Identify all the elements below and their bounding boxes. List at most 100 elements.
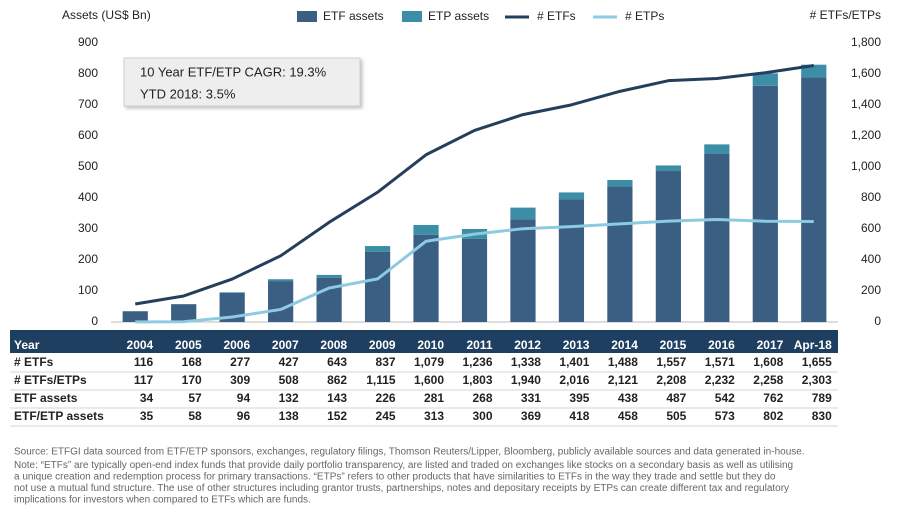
- table-cell: 762: [763, 391, 783, 405]
- bar: [268, 281, 294, 322]
- legend-swatch: [297, 11, 317, 22]
- x-tick-label: Apr-18: [794, 338, 832, 352]
- table-cell: 1,600: [414, 373, 444, 387]
- table-cell: 143: [327, 391, 347, 405]
- bar: [752, 85, 778, 322]
- y2-tick-label: 800: [861, 190, 881, 204]
- x-tick-label: 2016: [708, 338, 735, 352]
- line: [134, 63, 814, 306]
- table-cell: 309: [230, 373, 250, 387]
- x-tick-label: 2017: [757, 338, 784, 352]
- table-cell: 138: [279, 409, 299, 423]
- x-tick-label: 2014: [611, 338, 638, 352]
- line: [135, 218, 814, 324]
- bar: [364, 246, 391, 252]
- bar: [801, 77, 827, 322]
- table-cell: 226: [376, 391, 396, 405]
- table-cell: 34: [140, 391, 154, 405]
- bar: [704, 144, 730, 154]
- x-tick-label: 2013: [563, 338, 590, 352]
- bar: [461, 238, 488, 322]
- footnote: Source: ETFGI data sourced from ETF/ETP …: [14, 447, 805, 458]
- table-cell: 1,338: [511, 355, 541, 369]
- table-cell: 458: [618, 409, 638, 423]
- table-cell: 802: [763, 409, 783, 423]
- table-cell: 277: [230, 355, 250, 369]
- table-cell: 152: [327, 409, 347, 423]
- table-cell: 837: [376, 355, 396, 369]
- table-cell: 830: [812, 409, 832, 423]
- bar: [316, 274, 342, 278]
- legend-label: # ETPs: [625, 9, 664, 23]
- row-label: ETF/ETP assets: [14, 409, 104, 423]
- y2-axis-title: # ETFs/ETPs: [810, 8, 881, 22]
- y-tick-label: 400: [78, 190, 98, 204]
- table-cell: 1,571: [705, 355, 735, 369]
- bar: [607, 186, 633, 322]
- y2-tick-label: 1,600: [851, 66, 881, 80]
- y-tick-label: 900: [78, 35, 98, 49]
- x-tick-label: 2009: [369, 338, 396, 352]
- table-cell: 281: [424, 391, 444, 405]
- x-tick-label: 2007: [272, 338, 299, 352]
- y-tick-label: 100: [78, 283, 98, 297]
- bar: [171, 304, 197, 322]
- bar: [558, 199, 585, 322]
- table-cell: 1,236: [462, 355, 492, 369]
- table-cell: 1,488: [608, 355, 638, 369]
- table-cell: 245: [376, 409, 396, 423]
- footnote: Note: “ETFs” are typically open-end inde…: [14, 460, 793, 471]
- legend-swatch: [402, 11, 422, 22]
- row-label: # ETFs/ETPs: [14, 373, 87, 387]
- table-header-bg: [10, 330, 838, 353]
- x-tick-label: 2004: [127, 338, 154, 352]
- x-tick-label: 2011: [466, 338, 492, 352]
- x-tick-label: 2015: [660, 338, 687, 352]
- legend-label: ETF assets: [323, 9, 384, 23]
- y-tick-label: 0: [91, 314, 98, 328]
- x-tick-label: 2006: [223, 338, 250, 352]
- bar: [364, 251, 391, 322]
- table-cell: 132: [279, 391, 299, 405]
- bar: [558, 192, 585, 200]
- bar: [655, 171, 681, 322]
- bar: [122, 311, 148, 322]
- table-cell: 268: [472, 391, 492, 405]
- footnote: implications for investors when compared…: [14, 495, 311, 506]
- table-cell: 369: [521, 409, 541, 423]
- table-cell: 96: [237, 409, 251, 423]
- bar: [268, 279, 294, 282]
- table-cell: 1,608: [753, 355, 783, 369]
- table-cell: 1,115: [366, 373, 396, 387]
- table-cell: 1,940: [511, 373, 541, 387]
- table-cell: 427: [279, 355, 299, 369]
- table-cell: 2,016: [559, 373, 589, 387]
- y2-tick-label: 1,400: [851, 97, 881, 111]
- y-tick-label: 300: [78, 221, 98, 235]
- legend-label: ETP assets: [428, 9, 489, 23]
- row-label: # ETFs: [14, 355, 54, 369]
- x-tick-label: 2005: [175, 338, 202, 352]
- table-cell: 35: [140, 409, 154, 423]
- bar: [510, 207, 536, 220]
- bar: [316, 277, 342, 322]
- y2-tick-label: 0: [874, 314, 881, 328]
- y-tick-label: 200: [78, 252, 98, 266]
- table-cell: 2,121: [608, 373, 638, 387]
- table-cell: 1,655: [802, 355, 832, 369]
- table-header: Year: [14, 338, 40, 352]
- table-cell: 2,208: [656, 373, 686, 387]
- table-cell: 862: [327, 373, 347, 387]
- y-tick-label: 600: [78, 128, 98, 142]
- table-cell: 573: [715, 409, 735, 423]
- annotation-box: [123, 57, 361, 107]
- table-cell: 508: [279, 373, 299, 387]
- y2-tick-label: 1,800: [851, 35, 881, 49]
- table-cell: 58: [188, 409, 202, 423]
- table-cell: 313: [424, 409, 444, 423]
- footnote: not use a mutual fund structure. The use…: [14, 483, 789, 494]
- x-tick-label: 2012: [514, 338, 541, 352]
- table-cell: 487: [666, 391, 686, 405]
- table-cell: 57: [188, 391, 202, 405]
- table-cell: 1,401: [559, 355, 589, 369]
